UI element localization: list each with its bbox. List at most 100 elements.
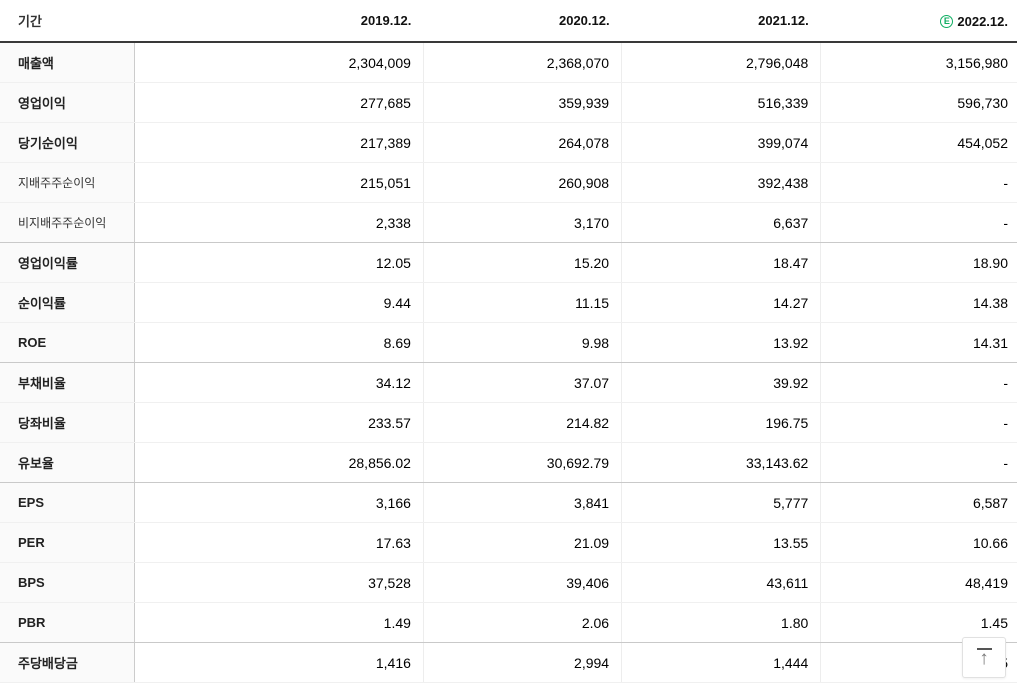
value-cell: 9.98	[423, 322, 623, 363]
value-cell: 33,143.62	[621, 442, 822, 483]
value-cell: -	[820, 362, 1017, 403]
value-cell: 13.92	[621, 322, 822, 363]
table-row: BPS 37,528 39,406 43,611 48,419	[0, 562, 1017, 603]
value-cell: 13.55	[621, 522, 822, 563]
value-cell: -	[820, 202, 1017, 243]
table-row: PBR 1.49 2.06 1.80 1.45	[0, 602, 1017, 643]
row-label: 순이익률	[0, 282, 135, 323]
column-header-2022-12-estimate: E 2022.12.	[820, 0, 1017, 43]
value-cell: 18.90	[820, 242, 1017, 283]
row-label: PER	[0, 522, 135, 563]
estimate-badge-icon: E	[940, 15, 954, 28]
value-cell: 1.45	[820, 602, 1017, 643]
table-row: 비지배주주순이익 2,338 3,170 6,637-	[0, 202, 1017, 243]
value-cell: 14.27	[621, 282, 822, 323]
column-header-label: 2020.12.	[558, 13, 610, 28]
value-cell: 11.15	[423, 282, 623, 323]
table-row: EPS 3,166 3,841 5,777 6,587	[0, 482, 1017, 523]
table-row: 영업이익률 12.05 15.20 18.47 18.90	[0, 242, 1017, 283]
value-cell: 1.80	[621, 602, 822, 643]
arrow-up-to-top-icon: ↑	[976, 647, 992, 668]
value-cell: 9.44	[134, 282, 424, 323]
table-body: 매출액 2,304,009 2,368,070 2,796,048 3,156,980 영…	[0, 42, 1017, 683]
value-cell: 39,406	[423, 562, 623, 603]
value-cell: 217,389	[134, 122, 424, 163]
table-header: 기간 2019.12. 2020.12. 2021.12. E 2022.12.	[0, 0, 1017, 43]
value-cell: 264,078	[423, 122, 623, 163]
row-label: EPS	[0, 482, 135, 523]
period-column-header: 기간	[0, 0, 135, 43]
row-label: 지배주주순이익	[0, 162, 135, 203]
table-row: 매출액 2,304,009 2,368,070 2,796,048 3,156,980	[0, 42, 1017, 83]
value-cell: 1.49	[134, 602, 424, 643]
value-cell: 43,611	[621, 562, 822, 603]
value-cell: 10.66	[820, 522, 1017, 563]
value-cell: 1,444	[621, 642, 822, 683]
column-header-label: 2021.12.	[758, 13, 809, 28]
value-cell: 18.47	[621, 242, 822, 283]
value-cell: 3,170	[423, 202, 623, 243]
table-row: 당기순이익 217,389 264,078 399,074 454,052	[0, 122, 1017, 163]
value-cell: 196.75	[621, 402, 822, 443]
value-cell: 15.20	[423, 242, 623, 283]
row-label: ROE	[0, 322, 135, 363]
value-cell: 2,368,070	[423, 42, 623, 83]
column-header-2020-12: 2020.12.	[423, 0, 622, 43]
column-header-label: 2022.12.	[957, 14, 1008, 29]
table-row: 영업이익 277,685 359,939 516,339 596,730	[0, 82, 1017, 123]
value-cell: 215,051	[134, 162, 424, 203]
value-cell: -	[820, 162, 1017, 203]
value-cell: 596,730	[820, 82, 1017, 123]
column-header-label: 2019.12.	[360, 13, 412, 28]
value-cell: 359,939	[423, 82, 623, 123]
row-label: PBR	[0, 602, 135, 643]
scroll-to-top-button[interactable]: ↑	[962, 637, 1006, 678]
row-label: 영업이익률	[0, 242, 135, 283]
table-row: 당좌비율 233.57 214.82 196.75-	[0, 402, 1017, 443]
row-label: 매출액	[0, 42, 135, 83]
value-cell: 516,339	[621, 82, 822, 123]
value-cell: 5,777	[621, 482, 822, 523]
value-cell: 1,416	[134, 642, 424, 683]
row-label: 유보율	[0, 442, 135, 483]
value-cell: 14.38	[820, 282, 1017, 323]
value-cell: 14.31	[820, 322, 1017, 363]
row-label: BPS	[0, 562, 135, 603]
value-cell: 6,637	[621, 202, 822, 243]
value-cell: 392,438	[621, 162, 822, 203]
row-label: 당좌비율	[0, 402, 135, 443]
value-cell: 28,856.02	[134, 442, 424, 483]
table-row: 유보율 28,856.02 30,692.79 33,143.62-	[0, 442, 1017, 483]
value-cell: 214.82	[423, 402, 623, 443]
value-cell: 3,156,980	[820, 42, 1017, 83]
value-cell: 454,052	[820, 122, 1017, 163]
value-cell: 2,994	[423, 642, 623, 683]
value-cell: 277,685	[134, 82, 424, 123]
value-cell: 21.09	[423, 522, 623, 563]
value-cell: 30,692.79	[423, 442, 623, 483]
row-label: 당기순이익	[0, 122, 135, 163]
value-cell: 34.12	[134, 362, 424, 403]
value-cell: 260,908	[423, 162, 623, 203]
value-cell: 6,587	[820, 482, 1017, 523]
value-cell: 12.05	[134, 242, 424, 283]
value-cell: -	[820, 402, 1017, 443]
value-cell: 233.57	[134, 402, 424, 443]
row-label: 영업이익	[0, 82, 135, 123]
value-cell: 37.07	[423, 362, 623, 403]
row-label: 비지배주주순이익	[0, 202, 135, 243]
value-cell: 3,841	[423, 482, 623, 523]
value-cell: 37,528	[134, 562, 424, 603]
value-cell: 8.69	[134, 322, 424, 363]
column-header-2019-12: 2019.12.	[134, 0, 424, 43]
table-row: 순이익률 9.44 11.15 14.27 14.38	[0, 282, 1017, 323]
header-row: 기간 2019.12. 2020.12. 2021.12. E 2022.12.	[0, 0, 1017, 43]
row-label: 주당배당금	[0, 642, 135, 683]
value-cell: 39.92	[621, 362, 822, 403]
value-cell: 17.63	[134, 522, 424, 563]
table-row: 부채비율 34.12 37.07 39.92-	[0, 362, 1017, 403]
row-label: 부채비율	[0, 362, 135, 403]
